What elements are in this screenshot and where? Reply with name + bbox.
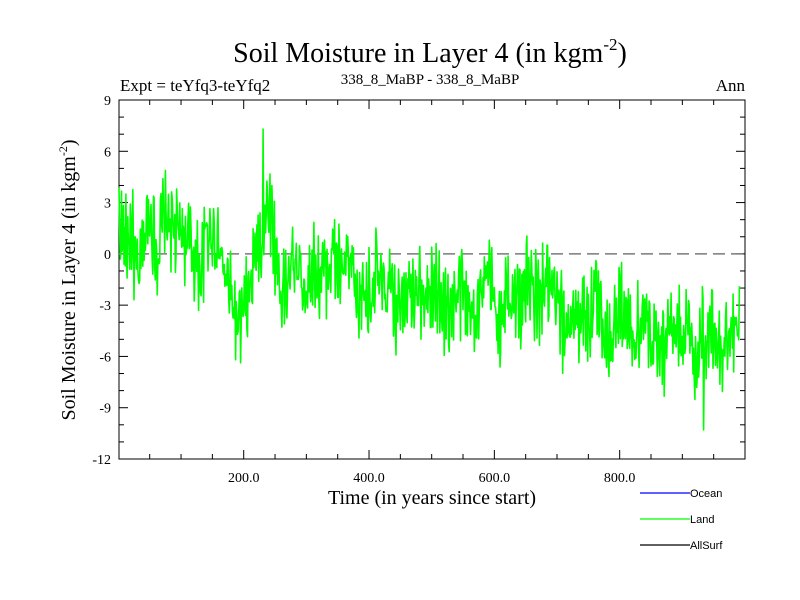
subtitle-left: Expt = teYfq3-teYfq2: [120, 76, 270, 95]
y-tick-label: -12: [92, 453, 111, 468]
x-tick-label: 600.0: [479, 471, 511, 486]
subtitle-right: Ann: [716, 76, 746, 95]
subtitle-center: 338_8_MaBP - 338_8_MaBP: [341, 72, 520, 88]
y-label-sup: -2: [56, 146, 70, 156]
x-tick-labels: 200.0 400.0 600.0 800.0: [228, 471, 635, 486]
x-tick-label: 800.0: [604, 471, 636, 486]
legend-label-allsurf: AllSurf: [690, 540, 723, 552]
y-tick-label: -3: [99, 299, 111, 314]
axis-ticks: [119, 99, 745, 460]
y-label-close: ): [58, 139, 80, 146]
y-tick-label: 6: [104, 145, 111, 160]
y-label-main: Soil Moisture in Layer 4 (in kgm: [58, 156, 80, 421]
y-tick-label: 3: [104, 197, 111, 212]
y-tick-label: 0: [104, 248, 111, 263]
x-tick-label: 200.0: [228, 471, 260, 486]
legend-label-ocean: Ocean: [690, 488, 722, 500]
title-close: ): [618, 38, 627, 69]
x-tick-label: 400.0: [353, 471, 385, 486]
series-group: [118, 128, 741, 431]
title-sup: -2: [603, 35, 617, 54]
y-tick-label: 9: [104, 94, 111, 109]
y-tick-label: -6: [99, 350, 111, 365]
series-line-land: [118, 128, 741, 431]
y-axis-label: Soil Moisture in Layer 4 (in kgm-2): [56, 139, 80, 420]
x-axis-label: Time (in years since start): [328, 487, 536, 509]
legend: Ocean Land AllSurf: [640, 488, 723, 552]
chart-title: Soil Moisture in Layer 4 (in kgm-2): [233, 35, 627, 69]
title-main: Soil Moisture in Layer 4 (in kgm: [233, 38, 603, 69]
y-tick-label: -9: [99, 402, 111, 417]
y-tick-labels: -12 -9 -6 -3 0 3 6 9: [92, 94, 111, 468]
legend-label-land: Land: [690, 514, 714, 526]
